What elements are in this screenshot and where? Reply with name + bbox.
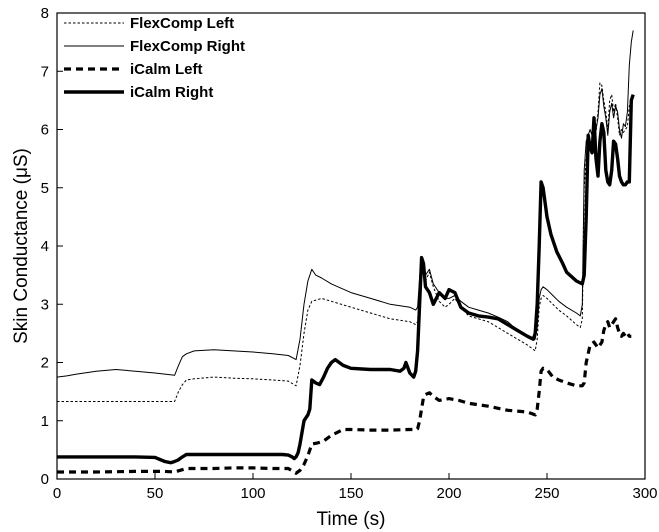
y-tick-label: 2 [41,355,49,372]
series-line-icalm-right [57,94,635,465]
plot-area [57,13,645,479]
legend-label-icalm-left: iCalm Left [130,61,203,78]
y-tick-label: 1 [41,413,49,430]
y-axis-title: Skin Conductance (μS) [11,148,32,344]
y-tick-label: 5 [41,180,49,197]
y-tick-label: 4 [41,238,49,255]
y-tick-label: 8 [41,5,49,22]
legend-label-flexcomp-left: FlexComp Left [130,15,234,32]
y-axis-ticks: 0 1 2 3 4 5 6 7 8 [41,5,63,488]
y-tick-label: 0 [41,471,49,488]
legend-label-icalm-right: iCalm Right [130,84,213,101]
x-axis-title: Time (s) [317,509,386,530]
x-tick-label: 300 [632,485,657,502]
series-layer [56,30,635,475]
legend: FlexComp Left FlexComp Right iCalm Left iCa… [64,15,245,101]
x-tick-label: 50 [147,485,164,502]
plot-frame [56,12,646,480]
x-tick-label: 0 [53,485,61,502]
x-tick-label: 200 [436,485,461,502]
series-line-icalm-left [57,317,632,475]
x-tick-label: 250 [534,485,559,502]
x-tick-label: 100 [240,485,265,502]
series-line-flexcomp-left [57,82,632,402]
y-tick-label: 7 [41,63,49,80]
legend-label-flexcomp-right: FlexComp Right [130,38,245,55]
x-axis-ticks: 0 50 100 150 200 250 300 [53,473,658,502]
x-tick-label: 150 [338,485,363,502]
y-tick-label: 3 [41,296,49,313]
series-line-flexcomp-right [56,30,634,378]
y-tick-label: 6 [41,122,49,139]
